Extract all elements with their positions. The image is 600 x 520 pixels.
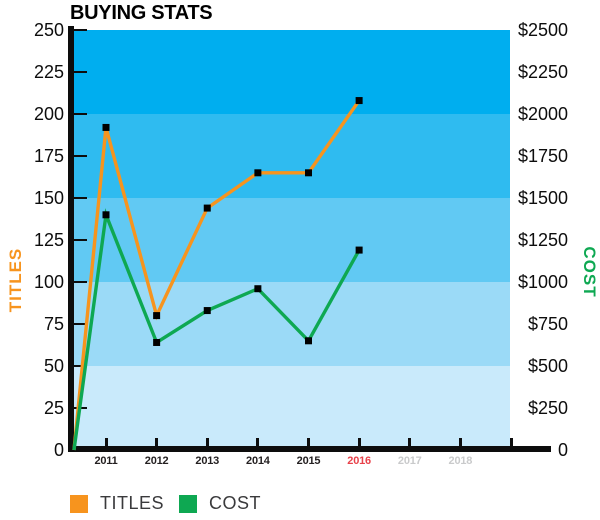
x-axis-tick <box>205 438 209 446</box>
y-axis-tick <box>74 239 87 241</box>
x-axis-label: 2011 <box>94 455 118 467</box>
plot-band <box>74 198 510 282</box>
chart-title: BUYING STATS <box>70 2 213 24</box>
x-axis-label: 2018 <box>448 455 473 467</box>
left-axis-tick-label: 150 <box>33 188 64 208</box>
right-axis-tick-label: $2250 <box>517 62 568 82</box>
right-axis-tick-label: $500 <box>527 356 568 376</box>
right-axis-tick-label: $250 <box>527 398 568 418</box>
y-axis-tick <box>74 71 87 73</box>
x-axis-tick <box>104 438 108 446</box>
legend-swatch <box>179 494 198 513</box>
right-axis-tick-label: $1750 <box>517 146 568 166</box>
x-axis-tick <box>408 438 412 446</box>
x-axis-tick <box>307 438 310 446</box>
x-axis-label: 2015 <box>296 455 321 467</box>
legend-item-titles: TITLES <box>70 493 164 514</box>
x-axis-tick <box>155 438 159 446</box>
right-axis-tick-label: $2000 <box>517 104 568 124</box>
left-axis-tick-label: 225 <box>33 62 64 82</box>
x-axis-tick <box>509 438 513 446</box>
right-axis-tick-label: $1000 <box>517 272 568 292</box>
y-axis-tick <box>74 407 87 409</box>
left-axis-tick-label: 75 <box>43 314 64 334</box>
chart-legend: TITLES COST <box>70 493 261 514</box>
x-axis-tick <box>256 438 260 446</box>
left-axis-tick-label: 125 <box>33 230 64 250</box>
x-axis-tick <box>357 438 361 446</box>
left-axis-tick-label: 25 <box>43 398 64 418</box>
y-axis-line <box>68 26 74 452</box>
plot-band <box>74 114 510 198</box>
x-axis-label: 2017 <box>397 455 422 467</box>
y-axis-tick <box>74 155 87 157</box>
legend-item-cost: COST <box>179 493 261 514</box>
y-axis-tick <box>74 323 87 325</box>
x-axis-label: 2016 <box>347 455 371 467</box>
right-axis-tick-label: $1250 <box>517 230 568 250</box>
y-axis-tick <box>74 365 87 367</box>
legend-label: TITLES <box>100 493 165 513</box>
right-axis-tick-label: $1500 <box>517 188 568 208</box>
x-axis-tick <box>458 438 462 446</box>
right-axis-tick-label: 0 <box>557 440 568 460</box>
plot-band <box>74 366 510 450</box>
x-axis-line <box>68 446 551 452</box>
left-axis-tick-label: 200 <box>33 104 64 124</box>
right-axis-tick-label: $2500 <box>517 20 568 40</box>
legend-label: COST <box>209 493 262 513</box>
legend-swatch <box>70 494 88 513</box>
left-axis-tick-label: 250 <box>33 20 64 40</box>
right-axis-tick-label: $750 <box>527 314 568 334</box>
left-axis-tick-label: 0 <box>53 440 64 460</box>
plot-band <box>74 282 510 366</box>
y-axis-tick <box>74 29 87 31</box>
left-axis-tick-label: 100 <box>33 272 64 292</box>
y-axis-tick <box>74 197 87 199</box>
x-axis-label: 2013 <box>195 455 220 467</box>
left-axis-tick-label: 175 <box>33 146 64 166</box>
right-axis-title: COST <box>580 246 599 298</box>
x-axis-label: 2012 <box>144 455 169 467</box>
left-axis-tick-label: 50 <box>43 356 64 376</box>
y-axis-tick <box>74 281 87 283</box>
plot-band <box>74 30 510 114</box>
plot-area <box>74 30 510 450</box>
y-axis-tick <box>74 113 87 115</box>
x-axis-label: 2014 <box>246 455 270 467</box>
